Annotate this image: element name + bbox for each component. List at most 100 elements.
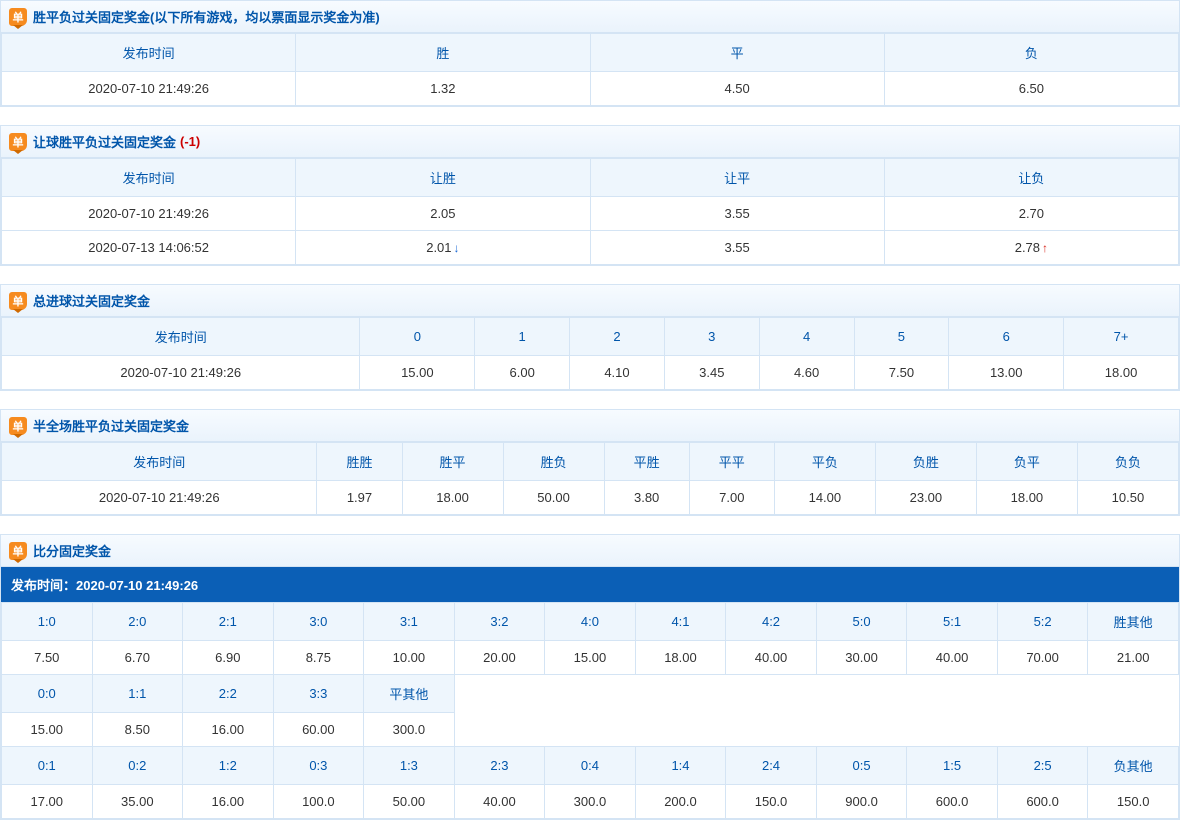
score-value-cell: 21.00 <box>1088 641 1179 675</box>
halffull-section: 单 半全场胜平负过关固定奖金 发布时间胜胜胜平胜负平胜平平平负负胜负平负负 20… <box>0 409 1180 516</box>
column-header: 负 <box>884 34 1178 72</box>
table-cell: 18.00 <box>976 481 1077 515</box>
table-cell: 1.97 <box>317 481 402 515</box>
column-header: 发布时间 <box>2 159 296 197</box>
score-value-cell: 900.0 <box>816 785 907 819</box>
score-value-cell: 300.0 <box>364 713 455 747</box>
table-cell: 3.55 <box>590 197 884 231</box>
score-value-cell: 15.00 <box>2 713 93 747</box>
column-header: 发布时间 <box>2 34 296 72</box>
score-value-cell: 60.00 <box>273 713 364 747</box>
score-value-cell: 40.00 <box>907 641 998 675</box>
table-cell: 3.80 <box>604 481 689 515</box>
goals-table: 发布时间01234567+ 2020-07-10 21:49:2615.006.… <box>1 317 1179 390</box>
score-header-cell: 0:0 <box>2 675 93 713</box>
table-cell: 4.50 <box>590 72 884 106</box>
table-cell: 18.00 <box>1064 356 1179 390</box>
score-header-cell: 3:3 <box>273 675 364 713</box>
table-cell: 18.00 <box>402 481 503 515</box>
handicap-suffix: (-1) <box>180 134 200 149</box>
score-value-cell: 17.00 <box>2 785 93 819</box>
score-table: 1:02:02:13:03:13:24:04:14:25:05:15:2胜其他7… <box>1 602 1179 819</box>
column-header: 胜 <box>296 34 590 72</box>
single-badge-icon: 单 <box>9 8 27 26</box>
column-header: 7+ <box>1064 318 1179 356</box>
table-row: 2020-07-10 21:49:261.324.506.50 <box>2 72 1179 106</box>
column-header: 2 <box>570 318 665 356</box>
arrow-up-icon: ↑ <box>1042 241 1048 255</box>
score-header-cell: 4:0 <box>545 603 636 641</box>
column-header: 平负 <box>774 443 875 481</box>
score-header-cell: 2:1 <box>183 603 274 641</box>
score-value-cell: 7.50 <box>2 641 93 675</box>
column-header: 让平 <box>590 159 884 197</box>
score-value-row: 15.008.5016.0060.00300.0 <box>2 713 1179 747</box>
column-header: 负负 <box>1077 443 1178 481</box>
table-cell: 13.00 <box>949 356 1064 390</box>
score-header-cell: 2:5 <box>997 747 1088 785</box>
score-value-cell: 70.00 <box>997 641 1088 675</box>
score-value-cell: 16.00 <box>183 785 274 819</box>
table-cell: 4.10 <box>570 356 665 390</box>
arrow-down-icon: ↓ <box>454 241 460 255</box>
goals-title: 总进球过关固定奖金 <box>33 291 150 310</box>
column-header: 6 <box>949 318 1064 356</box>
score-header-cell: 1:4 <box>635 747 726 785</box>
score-header-cell: 2:4 <box>726 747 817 785</box>
score-header-cell: 2:0 <box>92 603 183 641</box>
score-header-cell: 2:3 <box>454 747 545 785</box>
score-header-cell: 3:0 <box>273 603 364 641</box>
table-cell: 6.00 <box>475 356 570 390</box>
table-cell: 2020-07-13 14:06:52 <box>2 231 296 265</box>
table-cell: 10.50 <box>1077 481 1178 515</box>
score-header-row: 0:01:12:23:3平其他 <box>2 675 1179 713</box>
table-cell: 3.55 <box>590 231 884 265</box>
handicap-title: 让球胜平负过关固定奖金 <box>33 132 176 151</box>
score-header-row: 0:10:21:20:31:32:30:41:42:40:51:52:5负其他 <box>2 747 1179 785</box>
score-header-cell: 0:4 <box>545 747 636 785</box>
score-header-cell: 0:5 <box>816 747 907 785</box>
score-value-cell: 16.00 <box>183 713 274 747</box>
column-header: 4 <box>759 318 854 356</box>
score-header-cell: 1:3 <box>364 747 455 785</box>
score-value-row: 17.0035.0016.00100.050.0040.00300.0200.0… <box>2 785 1179 819</box>
score-value-cell: 10.00 <box>364 641 455 675</box>
table-cell: 7.50 <box>854 356 949 390</box>
table-cell: 2.01↓ <box>296 231 590 265</box>
score-value-cell: 600.0 <box>907 785 998 819</box>
column-header: 平平 <box>689 443 774 481</box>
score-header-cell: 负其他 <box>1088 747 1179 785</box>
score-value-cell: 150.0 <box>726 785 817 819</box>
score-timestamp-label: 发布时间： <box>11 578 76 593</box>
score-header-cell: 胜其他 <box>1088 603 1179 641</box>
table-cell: 4.60 <box>759 356 854 390</box>
score-value-cell: 8.75 <box>273 641 364 675</box>
score-title: 比分固定奖金 <box>33 541 111 560</box>
goals-header: 单 总进球过关固定奖金 <box>1 285 1179 317</box>
score-header-cell: 2:2 <box>183 675 274 713</box>
score-value-cell: 150.0 <box>1088 785 1179 819</box>
column-header: 平胜 <box>604 443 689 481</box>
column-header: 0 <box>360 318 475 356</box>
table-cell: 2020-07-10 21:49:26 <box>2 356 360 390</box>
score-value-cell: 300.0 <box>545 785 636 819</box>
score-value-cell: 6.70 <box>92 641 183 675</box>
score-value-cell: 50.00 <box>364 785 455 819</box>
handicap-header: 单 让球胜平负过关固定奖金 (-1) <box>1 126 1179 158</box>
table-cell: 15.00 <box>360 356 475 390</box>
score-header-row: 1:02:02:13:03:13:24:04:14:25:05:15:2胜其他 <box>2 603 1179 641</box>
column-header: 胜负 <box>503 443 604 481</box>
table-cell: 2.78↑ <box>884 231 1178 265</box>
score-value-cell: 35.00 <box>92 785 183 819</box>
score-header-cell: 3:2 <box>454 603 545 641</box>
score-header-cell: 5:1 <box>907 603 998 641</box>
score-header-cell: 0:3 <box>273 747 364 785</box>
column-header: 5 <box>854 318 949 356</box>
table-cell: 2020-07-10 21:49:26 <box>2 72 296 106</box>
table-cell: 1.32 <box>296 72 590 106</box>
wdl-title: 胜平负过关固定奖金(以下所有游戏，均以票面显示奖金为准) <box>33 7 380 26</box>
single-badge-icon: 单 <box>9 133 27 151</box>
score-header-cell: 3:1 <box>364 603 455 641</box>
score-header-cell: 5:2 <box>997 603 1088 641</box>
handicap-table: 发布时间让胜让平让负 2020-07-10 21:49:262.053.552.… <box>1 158 1179 265</box>
